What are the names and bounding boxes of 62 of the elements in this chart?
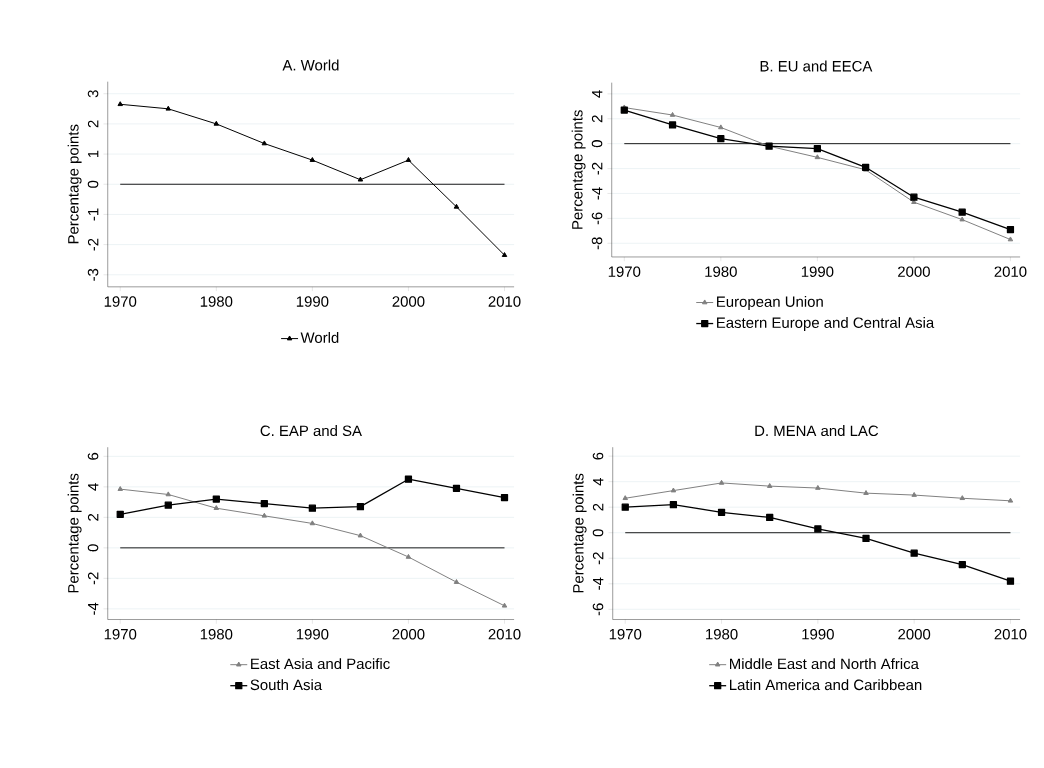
x-tick-label: 2000 [898, 628, 931, 640]
y-tick-label: 2 [87, 513, 99, 521]
y-tick-label: -2 [591, 162, 603, 175]
y-tick-label: 1 [88, 150, 99, 158]
x-tick-label: 2000 [392, 296, 425, 307]
y-tick-label: 2 [87, 120, 99, 128]
y-tick-label: 2 [591, 115, 603, 123]
y-tick-label: 0 [87, 544, 99, 552]
chart-title: D. MENA and LAC [755, 425, 879, 437]
y-tick-label: 4 [88, 483, 99, 491]
y-tick-label: -3 [87, 268, 99, 281]
x-tick-label: 1980 [706, 628, 738, 640]
y-tick-label: 4 [592, 90, 603, 98]
x-tick-label: 2000 [898, 266, 930, 277]
x-tick-label: 2010 [488, 628, 521, 640]
y-tick-label: -4 [88, 602, 99, 615]
x-tick-label: 1980 [200, 628, 233, 640]
y-tick-label: -4 [593, 577, 604, 590]
y-tick-label: 0 [87, 180, 99, 188]
x-tick-label: 1990 [802, 628, 834, 640]
y-tick-label: 4 [593, 477, 604, 486]
legend-label: East Asia and Pacific [251, 658, 390, 670]
x-tick-label: 1970 [608, 266, 641, 277]
y-tick-label: -1 [88, 208, 99, 221]
y-tick-label: -2 [87, 238, 99, 251]
x-tick-label: 2010 [994, 628, 1027, 640]
x-tick-label: 2000 [392, 628, 425, 640]
chart-title: A. World [282, 59, 339, 71]
y-tick-label: -8 [591, 237, 603, 250]
legend-label: Eastern Europe and Central Asia [717, 317, 935, 331]
y-tick-label: -2 [87, 572, 99, 585]
legend-label: Latin America and Caribbean [730, 679, 922, 691]
chart-title: B. EU and EECA [760, 60, 873, 72]
x-tick-label: 2010 [488, 296, 521, 307]
x-tick-label: 1990 [296, 628, 329, 640]
y-tick-label: 6 [592, 452, 604, 460]
y-tick-label: -6 [591, 212, 603, 225]
y-tick-label: -2 [592, 552, 604, 565]
y-tick-label: 2 [592, 503, 604, 511]
x-tick-label: 1980 [705, 266, 737, 277]
y-tick-label: 3 [87, 90, 99, 98]
x-tick-label: 1970 [609, 628, 642, 640]
y-tick-label: 6 [87, 452, 99, 460]
x-tick-label: 1970 [104, 628, 137, 640]
y-axis-title: Percentage points [67, 473, 82, 593]
legend-label: World [300, 332, 339, 344]
legend-label: European Union [717, 296, 823, 310]
y-axis-title: Percentage points [571, 110, 586, 229]
y-axis-title: Percentage points [67, 124, 82, 244]
y-axis-title: Percentage points [572, 473, 587, 593]
y-tick-label: -6 [592, 603, 604, 616]
x-tick-label: 1970 [104, 296, 137, 307]
chart-title: C. EAP and SA [260, 425, 362, 437]
x-tick-label: 2010 [994, 266, 1027, 277]
legend-label: Middle East and North Africa [730, 658, 919, 670]
x-tick-label: 1990 [296, 296, 329, 307]
x-tick-label: 1980 [200, 296, 233, 307]
y-tick-label: 0 [591, 140, 603, 148]
legend-label: South Asia [250, 679, 323, 691]
x-tick-label: 1990 [801, 266, 834, 277]
y-tick-label: -4 [592, 187, 603, 200]
y-tick-label: 0 [592, 529, 604, 537]
